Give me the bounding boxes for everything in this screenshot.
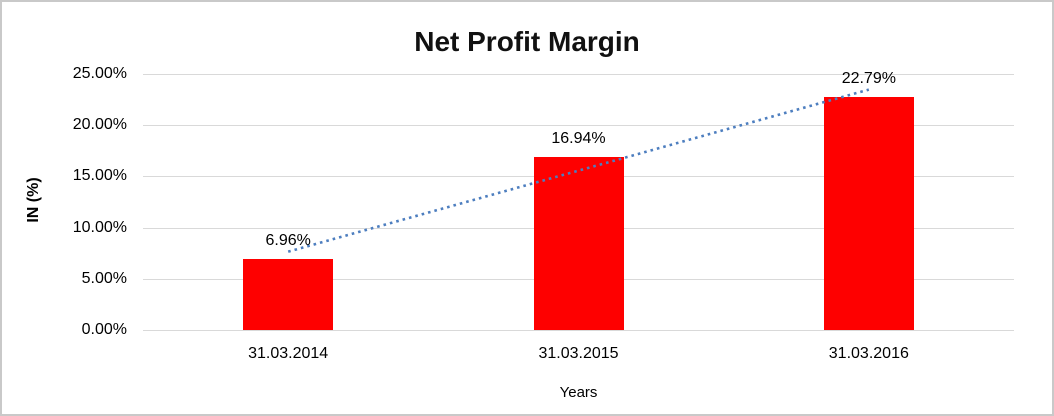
y-tick-label: 0.00% <box>81 321 127 338</box>
chart-title: Net Profit Margin <box>414 26 640 57</box>
y-tick-label: 20.00% <box>72 116 127 134</box>
y-tick-label: 25.00% <box>72 65 127 82</box>
x-tick-label: 31.03.2016 <box>828 345 909 362</box>
bar-data-label: 6.96% <box>265 231 311 249</box>
y-tick-label: 10.00% <box>72 218 127 236</box>
bar <box>243 258 334 330</box>
x-tick-label: 31.03.2015 <box>538 345 619 362</box>
x-axis-title: Years <box>559 384 598 401</box>
x-tick-label: 31.03.2014 <box>248 345 329 362</box>
bar <box>823 96 914 330</box>
gridline <box>143 74 1014 75</box>
bar-data-label: 16.94% <box>551 129 606 147</box>
bar <box>533 156 624 330</box>
y-tick-label: 15.00% <box>72 167 127 185</box>
gridline <box>143 330 1014 331</box>
y-tick-label: 5.00% <box>81 269 127 287</box>
bar-data-label: 22.79% <box>841 69 896 87</box>
